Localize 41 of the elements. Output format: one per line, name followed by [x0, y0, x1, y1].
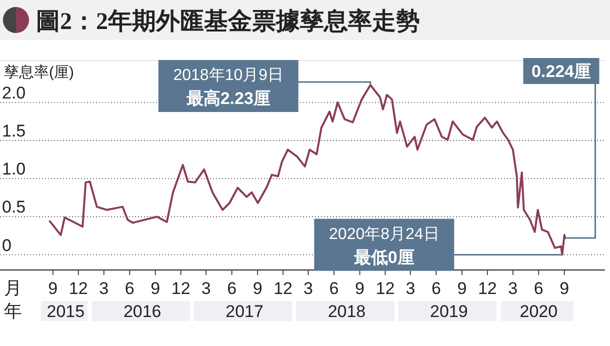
- annotation: 0.224厘: [531, 62, 592, 81]
- x-tick-label: 9: [560, 279, 570, 298]
- annotation: 2020年8月24日: [329, 226, 440, 243]
- x-tick-label: 6: [534, 279, 544, 298]
- x-tick-label: 3: [508, 279, 518, 298]
- annotation: 2018年10月9日: [173, 67, 284, 84]
- x-tick-label: 3: [304, 279, 313, 298]
- x-tick-label: 6: [124, 279, 134, 298]
- x-tick-label: 12: [478, 279, 497, 298]
- y-tick-label: 0.5: [2, 198, 26, 217]
- x-tick-label: 12: [68, 279, 88, 298]
- x-tick-label: 9: [48, 279, 58, 298]
- text: 2016: [123, 302, 162, 321]
- y-tick-label: 1.0: [2, 160, 26, 179]
- chart-title: 圖2：2年期外匯基金票據孳息率走勢: [36, 7, 420, 35]
- x-tick-label: 3: [406, 279, 416, 298]
- x-tick-label: 9: [355, 279, 364, 298]
- text: 2018: [328, 302, 366, 321]
- x-tick-label: 12: [376, 279, 395, 298]
- y-tick-label: 0: [2, 236, 12, 255]
- text: 2019: [430, 302, 468, 321]
- y-tick-label: 2.0: [2, 83, 26, 102]
- x-tick-label: 12: [171, 279, 190, 298]
- text: 月: [4, 278, 22, 298]
- text: 2015: [46, 302, 85, 321]
- y-tick-label: 1.5: [2, 122, 26, 141]
- x-tick-label: 12: [274, 279, 293, 298]
- x-tick-label: 6: [431, 279, 441, 298]
- x-tick-label: 6: [329, 279, 339, 298]
- text: 2017: [226, 302, 264, 321]
- x-tick-label: 9: [252, 279, 262, 298]
- text: 2020: [520, 302, 558, 321]
- x-tick-label: 6: [227, 279, 237, 298]
- x-tick-label: 9: [457, 279, 467, 298]
- annotation: 最高2.23厘: [185, 89, 270, 108]
- y-axis-title: 孳息率(厘): [4, 64, 74, 81]
- x-tick-label: 3: [201, 279, 211, 298]
- x-tick-label: 3: [99, 279, 109, 298]
- text: 年: [4, 301, 22, 321]
- x-tick-label: 9: [150, 279, 160, 298]
- annotation: 最低0厘: [352, 248, 414, 267]
